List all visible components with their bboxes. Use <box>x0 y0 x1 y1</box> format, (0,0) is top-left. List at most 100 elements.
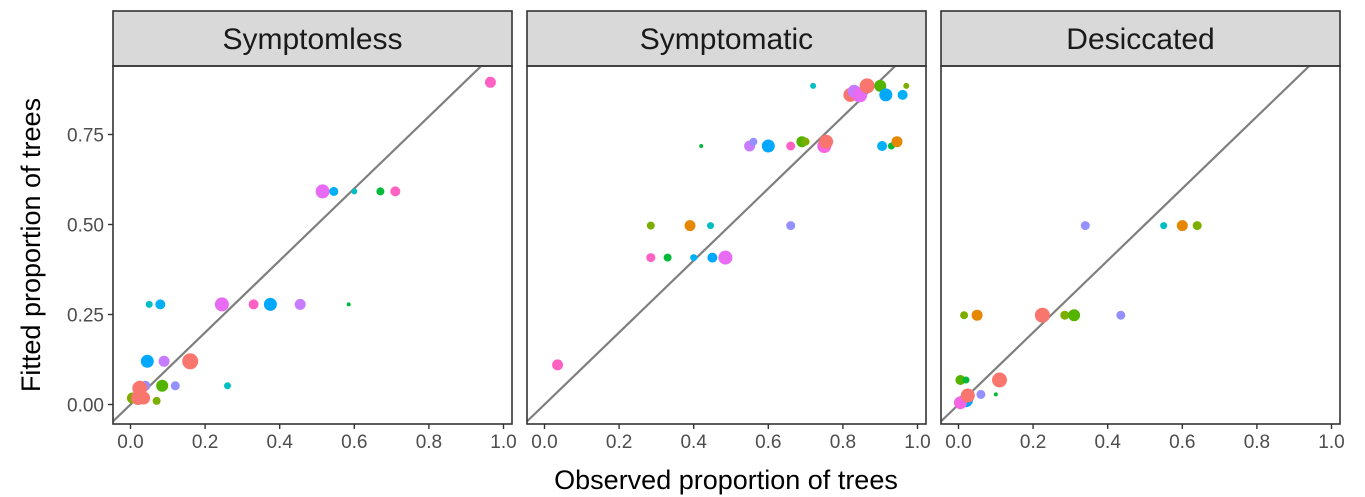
x-tick-label: 0.8 <box>1244 432 1270 453</box>
data-point <box>718 250 733 265</box>
x-tick-label: 0.6 <box>1169 432 1195 453</box>
data-point <box>1060 310 1070 320</box>
y-tick-label: 0.50 <box>67 216 104 237</box>
panel-frame <box>940 65 1341 425</box>
data-point <box>992 372 1007 388</box>
panel-background <box>527 66 926 424</box>
data-point <box>351 188 358 195</box>
x-tick-label: 0.0 <box>945 432 971 453</box>
data-point <box>1176 220 1188 232</box>
x-tick-label: 0.4 <box>1094 432 1121 453</box>
data-point <box>801 137 810 146</box>
data-point <box>263 297 277 311</box>
data-point <box>684 220 696 232</box>
data-point <box>376 187 385 196</box>
data-point <box>1192 221 1202 231</box>
data-point <box>346 302 351 307</box>
data-point <box>976 389 986 399</box>
facet-strip <box>526 10 927 67</box>
data-point <box>877 141 888 151</box>
data-point <box>891 136 903 148</box>
panel-background <box>113 66 512 424</box>
data-point <box>1160 222 1168 230</box>
x-tick-label: 1.0 <box>490 432 516 453</box>
data-point <box>329 186 339 196</box>
data-point <box>646 253 656 263</box>
x-tick-label: 0.8 <box>416 432 442 453</box>
facet-strip <box>940 10 1341 67</box>
data-point <box>145 300 153 308</box>
reference-line <box>113 66 483 423</box>
data-point <box>707 222 714 230</box>
data-point <box>484 76 496 88</box>
data-point <box>182 353 199 370</box>
facet-strip-title: Symptomatic <box>640 23 813 56</box>
y-axis-title: Fitted proportion of trees <box>16 98 46 392</box>
data-point <box>140 354 154 368</box>
reference-line <box>941 66 1311 423</box>
data-point <box>1068 309 1081 322</box>
data-point <box>224 382 231 390</box>
data-point <box>1116 310 1126 320</box>
data-point <box>879 88 893 102</box>
x-tick-label: 0.4 <box>680 432 707 453</box>
data-point <box>152 396 161 405</box>
data-point <box>962 376 970 384</box>
data-point <box>248 299 259 310</box>
data-point <box>761 139 775 153</box>
x-tick-label: 0.6 <box>755 432 781 453</box>
data-point <box>214 297 229 312</box>
facet-strip-title: Symptomless <box>222 23 402 56</box>
x-tick-label: 0.0 <box>531 432 557 453</box>
y-tick-label: 0.00 <box>67 396 104 417</box>
data-point <box>707 252 718 263</box>
data-point <box>170 381 180 391</box>
data-point <box>294 298 306 310</box>
data-point <box>552 359 564 371</box>
data-point <box>1080 221 1090 231</box>
data-point <box>1034 307 1050 323</box>
data-point <box>155 299 166 310</box>
data-point <box>156 379 169 392</box>
data-point <box>897 89 908 100</box>
panel-frame <box>112 65 513 425</box>
x-tick-label: 0.2 <box>192 432 218 453</box>
data-point <box>960 388 975 403</box>
data-point <box>859 78 875 94</box>
panel-background <box>941 66 1340 424</box>
data-point <box>749 137 758 146</box>
x-tick-label: 0.0 <box>117 432 143 453</box>
x-tick-label: 0.2 <box>1020 432 1046 453</box>
data-point <box>874 79 887 92</box>
x-tick-label: 0.4 <box>266 432 293 453</box>
panel-frame <box>526 65 927 425</box>
facet-strip <box>112 10 513 67</box>
data-point <box>955 375 966 385</box>
data-point <box>786 141 796 151</box>
data-point <box>158 355 170 367</box>
facet-strip-title: Desiccated <box>1066 23 1214 56</box>
panel-desiccated: Desiccated 0.0 0.2 0.4 0.6 0.8 1.0 <box>940 10 1345 453</box>
data-point <box>810 82 817 89</box>
facet-panels: Symptomless 0.0 0.2 0.4 0.6 0.8 1.0 0.00 0.25 0.5… <box>67 10 1345 453</box>
y-tick-label: 0.25 <box>67 306 104 327</box>
data-point <box>646 221 655 230</box>
x-tick-label: 1.0 <box>904 432 930 453</box>
x-axis-title: Observed proportion of trees <box>554 465 898 495</box>
panel-symptomless: Symptomless 0.0 0.2 0.4 0.6 0.8 1.0 0.00 0.25 0.5… <box>67 10 517 453</box>
x-tick-label: 0.2 <box>606 432 632 453</box>
data-point <box>699 144 704 148</box>
x-tick-label: 1.0 <box>1318 432 1344 453</box>
data-point <box>786 221 796 231</box>
data-point <box>690 254 698 262</box>
y-tick-label: 0.75 <box>67 126 104 147</box>
data-point <box>971 309 983 321</box>
data-point <box>993 392 998 397</box>
data-point <box>390 186 401 197</box>
data-point <box>315 184 330 199</box>
data-point <box>132 380 148 396</box>
x-tick-label: 0.6 <box>341 432 367 453</box>
x-tick-label: 0.8 <box>830 432 856 453</box>
panel-symptomatic: Symptomatic 0.0 0.2 0.4 0.6 0.8 1.0 <box>526 10 931 453</box>
